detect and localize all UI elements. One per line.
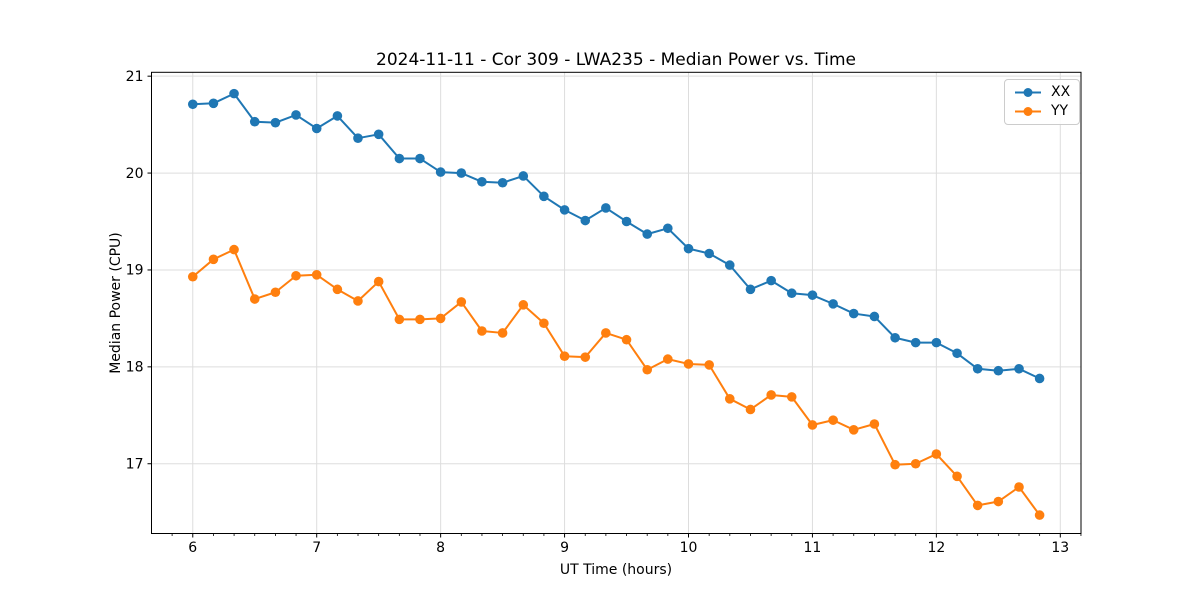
svg-text:11: 11 (804, 540, 822, 556)
x-ticks (192, 533, 1061, 538)
svg-text:18: 18 (126, 360, 144, 376)
legend-label-yy: YY (1051, 103, 1069, 119)
svg-text:13: 13 (1051, 540, 1069, 556)
legend-item-yy: YY (1014, 104, 1070, 119)
series-xx (187, 88, 1045, 384)
legend-line-sample-xx (1015, 88, 1041, 97)
legend-label-xx: XX (1051, 84, 1071, 100)
svg-text:8: 8 (436, 540, 445, 556)
svg-text:12: 12 (927, 540, 945, 556)
y-axis-label: Median Power (CPU) (108, 232, 124, 374)
chart-title: 2024-11-11 - Cor 309 - LWA235 - Median P… (376, 50, 856, 70)
plot-border (151, 71, 1082, 535)
svg-text:7: 7 (312, 540, 321, 556)
legend: XX YY (1004, 79, 1081, 125)
svg-text:10: 10 (680, 540, 698, 556)
svg-text:17: 17 (126, 456, 144, 472)
y-tick-labels: 17 18 19 20 21 (126, 69, 144, 473)
y-ticks (147, 75, 152, 465)
x-tick-labels: 6 7 8 9 10 11 12 13 (188, 540, 1069, 556)
gridlines (151, 72, 1081, 534)
svg-text:9: 9 (560, 540, 569, 556)
x-minor-ticks (171, 533, 1082, 536)
series-yy (187, 244, 1045, 520)
legend-item-xx: XX (1014, 85, 1070, 100)
x-axis-label: UT Time (hours) (559, 562, 673, 578)
svg-text:21: 21 (126, 69, 144, 85)
svg-text:6: 6 (188, 540, 197, 556)
svg-text:19: 19 (126, 263, 144, 279)
svg-text:20: 20 (126, 166, 144, 182)
legend-line-sample-yy (1015, 107, 1041, 116)
